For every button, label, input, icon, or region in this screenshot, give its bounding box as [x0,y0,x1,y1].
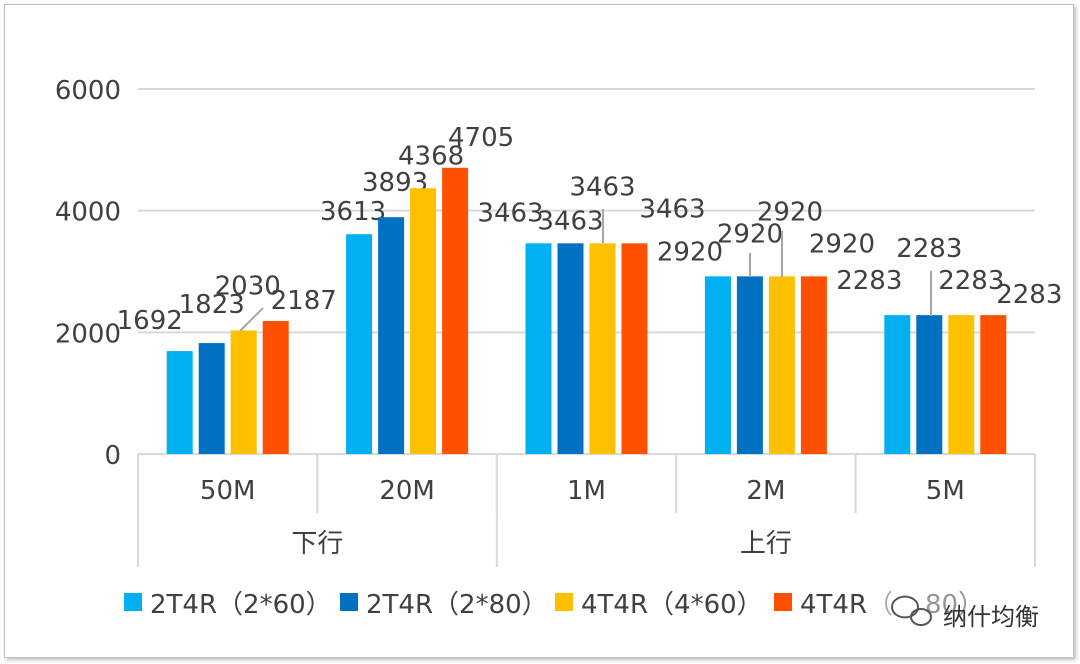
bar-20M-series-2 [378,217,405,454]
wechat-bubble [891,595,919,619]
bar-50M-series-1 [166,351,193,454]
data-label-5M-series-1: 2283 [836,266,902,296]
bar-1M-series-4 [621,243,648,454]
bar-1M-series-1 [525,243,552,454]
y-tick-label-2000: 2000 [55,319,121,349]
data-label-2M-series-4: 2920 [809,229,875,259]
bar-2M-series-4 [800,276,827,454]
legend-swatch-series-3 [555,593,573,611]
data-label-1M-series-1: 3463 [477,198,543,228]
x-group-label: 下行 [291,529,343,559]
legend-label-series-4-tail: 80） [925,590,984,620]
bar-5M-series-3 [948,315,975,454]
data-label-50M-series-3: 2030 [215,272,281,302]
y-tick-label-6000: 6000 [55,76,121,106]
legend-swatch-series-1 [124,593,142,611]
bar-5M-series-4 [980,315,1007,454]
data-label-1M-series-2: 3463 [537,206,603,236]
bar-50M-series-4 [262,320,289,454]
x-category-label-1M: 1M [567,476,606,506]
bar-50M-series-3 [230,330,257,454]
data-label-50M-series-4: 2187 [271,286,337,316]
bar-20M-series-4 [442,167,469,454]
data-label-leader [239,307,264,332]
y-tick-label-4000: 4000 [55,198,121,228]
bar-50M-series-2 [198,343,225,454]
x-category-label-50M: 50M [200,476,256,506]
chart-frame: 0 2000 4000 6000 50M 20M 1M 2M 5M 下行 上行 1692 1823 203… [4,4,1074,658]
bar-5M-series-2 [916,315,943,454]
data-label-50M-series-1: 1692 [117,306,183,336]
bar-5M-series-1 [884,315,911,454]
legend-label-series-2: 2T4R（2*80） [366,590,548,620]
legend-swatch-series-2 [340,593,358,611]
bar-1M-series-2 [557,243,584,454]
data-label-1M-series-3: 3463 [569,172,635,202]
bar-20M-series-1 [346,234,373,454]
x-group-label: 上行 [740,529,792,559]
legend-label-series-4: 4T4R（ [800,590,893,620]
bar-1M-series-3 [589,243,616,454]
data-label-5M-series-3: 2283 [938,266,1004,296]
data-label-1M-series-4: 3463 [639,194,705,224]
legend-swatch-series-4 [774,593,792,611]
x-category-label-2M: 2M [746,476,785,506]
bar-2M-series-3 [768,276,795,454]
y-tick-label-0: 0 [104,441,121,471]
data-label-2M-series-3: 2920 [757,197,823,227]
data-label-2M-series-2: 2920 [717,219,783,249]
bar-20M-series-3 [410,188,437,454]
legend-label-series-3: 4T4R（4*60） [581,590,763,620]
bar-2M-series-2 [736,276,763,454]
x-category-label-20M: 20M [379,476,435,506]
data-label-20M-series-4: 4705 [448,123,514,153]
x-category-label-5M: 5M [926,476,965,506]
legend-label-series-1: 2T4R（2*60） [150,590,332,620]
bar-chart: 0 2000 4000 6000 50M 20M 1M 2M 5M 下行 上行 16921823203… [55,76,1062,633]
data-label-50M-series-2: 1823 [179,290,245,320]
bar-2M-series-1 [704,276,731,454]
data-label-5M-series-4: 2283 [996,280,1062,310]
watermark-text: 纳什均衡 [943,603,1039,631]
watermark: 80）纳什均衡 [879,589,1054,633]
data-label-20M-series-3: 4368 [398,141,464,171]
data-label-2M-series-1: 2920 [657,237,723,267]
wechat-bubble [910,608,932,626]
data-label-20M-series-1: 3613 [320,197,386,227]
wechat-icon [891,595,932,626]
data-label-5M-series-2: 2283 [896,234,962,264]
